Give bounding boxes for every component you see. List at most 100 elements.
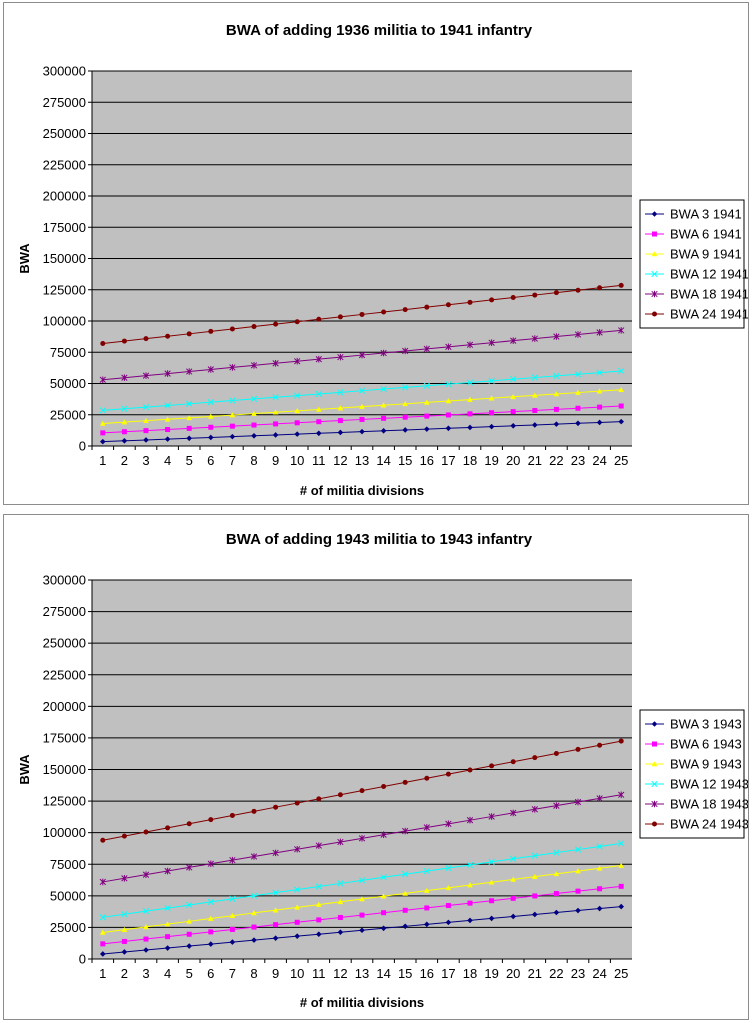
legend-swatch-marker (651, 780, 658, 788)
legend-label: BWA 18 1943 (670, 797, 748, 812)
data-point (510, 393, 516, 400)
data-point (445, 771, 451, 777)
data-point (121, 833, 127, 839)
data-point (597, 886, 603, 892)
data-point (251, 410, 257, 416)
data-point (424, 905, 430, 911)
y-axis-label: BWA (17, 243, 32, 274)
data-point (467, 424, 473, 431)
data-point (121, 374, 128, 381)
data-point (618, 282, 624, 288)
data-point (445, 864, 452, 872)
legend-swatch-marker (652, 821, 657, 827)
data-point (467, 917, 473, 924)
x-tick-label: 5 (186, 453, 193, 468)
data-point (445, 343, 452, 351)
data-point (596, 905, 603, 912)
data-point (575, 907, 581, 914)
y-tick-label: 25000 (50, 407, 86, 422)
data-point (597, 285, 603, 291)
data-point (186, 425, 192, 431)
data-point (229, 856, 236, 864)
data-point (315, 355, 322, 363)
data-point (143, 437, 149, 443)
y-tick-label: 175000 (43, 730, 86, 745)
y-tick-label: 0 (79, 952, 86, 967)
data-point (165, 427, 171, 433)
data-point (294, 357, 301, 365)
data-point (121, 875, 128, 882)
data-point (359, 896, 365, 902)
legend-box (639, 709, 745, 839)
data-point (445, 919, 452, 926)
data-point (575, 389, 581, 395)
data-point (359, 311, 365, 317)
data-point (553, 849, 560, 856)
data-point (316, 917, 322, 923)
data-point (164, 945, 171, 951)
data-point (445, 398, 452, 404)
data-point (142, 403, 150, 411)
data-point (165, 825, 171, 831)
data-point (532, 292, 538, 298)
data-point (100, 438, 106, 445)
data-point (121, 911, 128, 918)
series-bwa-24-1941 (100, 282, 624, 346)
legend-label: BWA 24 1941 (670, 307, 748, 322)
data-point (618, 327, 625, 334)
data-point (510, 809, 517, 817)
data-point (294, 904, 300, 910)
y-tick-label: 100000 (43, 825, 86, 840)
data-point (402, 871, 409, 878)
data-point (121, 419, 128, 425)
data-point (553, 406, 559, 412)
data-point (402, 414, 408, 420)
x-tick-label: 21 (528, 453, 542, 468)
x-tick-label: 21 (528, 966, 542, 981)
data-point (273, 421, 279, 427)
chart-1-svg: BWA of adding 1936 militia to 1941 infan… (17, 22, 748, 498)
data-point (596, 329, 603, 336)
x-tick-label: 23 (571, 453, 585, 468)
data-point (121, 429, 127, 435)
data-point (596, 388, 603, 394)
legend-label: BWA 12 1943 (670, 777, 748, 792)
data-point (100, 430, 106, 436)
x-tick-label: 16 (420, 966, 434, 981)
data-point (186, 901, 193, 909)
series-bwa-12-1943 (99, 840, 625, 921)
x-tick-label: 10 (290, 453, 304, 468)
data-point (402, 401, 408, 407)
x-tick-label: 2 (121, 966, 128, 981)
legend-swatch-marker (652, 741, 657, 747)
data-point (208, 915, 214, 921)
data-point (467, 882, 473, 888)
data-point (380, 385, 387, 393)
data-point (402, 907, 408, 913)
data-point (445, 425, 452, 432)
series-bwa-18-1941 (99, 327, 625, 384)
data-point (164, 904, 171, 912)
data-point (445, 820, 452, 828)
data-point (121, 938, 127, 944)
data-point (489, 898, 495, 904)
data-point (467, 900, 473, 906)
data-point (553, 421, 560, 427)
legend-swatch-marker (651, 761, 658, 767)
data-point (359, 416, 365, 422)
data-point (186, 400, 193, 407)
data-point (467, 767, 473, 773)
x-tick-label: 1 (99, 966, 106, 981)
data-point (402, 427, 408, 433)
y-tick-label: 25000 (50, 920, 86, 935)
data-point (272, 889, 279, 896)
x-tick-label: 20 (506, 966, 520, 981)
data-point (294, 431, 300, 437)
x-tick-label: 7 (229, 453, 236, 468)
x-tick-label: 9 (272, 966, 279, 981)
data-point (596, 369, 603, 376)
data-point (574, 331, 582, 338)
y-tick-label: 250000 (43, 126, 86, 141)
data-point (553, 290, 559, 296)
data-point (618, 883, 624, 889)
